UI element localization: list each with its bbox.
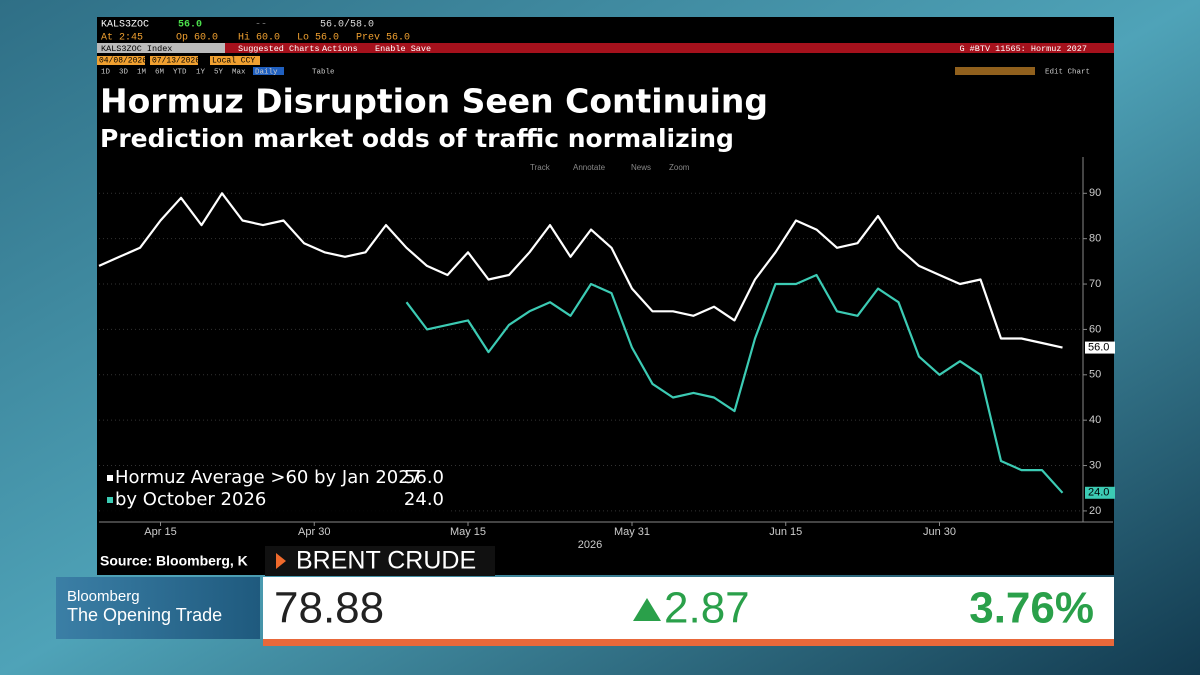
period-box [253, 67, 284, 75]
network: Bloomberg [67, 588, 140, 605]
menu-item: Enable Save [375, 44, 431, 54]
period: Max [232, 68, 246, 76]
legend-swatch [107, 497, 113, 503]
x-axis-label: 2026 [578, 539, 602, 551]
source: Source: Bloomberg, K [100, 553, 248, 569]
quote-underline [263, 639, 1114, 646]
series-line [98, 192, 1063, 349]
chart-id: G #BTV 11565: Hormuz 2027 [959, 44, 1087, 54]
period: Daily [255, 68, 278, 76]
last-value-tag [1085, 486, 1115, 499]
y-tick-label: 90 [1089, 187, 1101, 199]
quote-bar [263, 577, 1114, 639]
ticker: KALS3ZOC [101, 20, 149, 31]
y-tick-label: 50 [1089, 369, 1101, 381]
security: KALS3ZOC Index [101, 44, 172, 54]
end-date: 07/13/2026 [152, 57, 200, 66]
change: 2.87 [664, 584, 750, 633]
y-tick-label: 20 [1089, 505, 1101, 517]
tool: Zoom [669, 163, 690, 172]
chart-title: Hormuz Disruption Seen Continuing [100, 82, 768, 121]
legend-value: 56.0 [404, 467, 444, 488]
date-box [97, 56, 145, 65]
period: YTD [173, 68, 187, 76]
series-line [405, 273, 1064, 494]
high: Hi 60.0 [238, 32, 280, 44]
bid-ask: 56.0/58.0 [320, 19, 374, 31]
prev: Prev 56.0 [356, 33, 410, 44]
x-tick-label: Jun 30 [923, 526, 956, 538]
tool: Track [530, 163, 551, 172]
menu-bar [97, 43, 1114, 53]
period: 1M [137, 68, 147, 76]
tool: Annotate [573, 163, 606, 172]
price: 78.88 [274, 584, 384, 633]
date-box [150, 56, 198, 65]
legend-value: 24.0 [404, 489, 444, 510]
time: At 2:45 [101, 33, 143, 44]
field-box [955, 67, 1035, 75]
period: 5Y [214, 68, 224, 76]
y-tick-label: 80 [1089, 233, 1101, 245]
last-value-tag [1085, 341, 1115, 354]
currency: Local CCY [212, 57, 255, 66]
y-tick-label: 60 [1089, 323, 1101, 335]
y-tick-label: 30 [1089, 459, 1101, 471]
up-arrow [633, 598, 661, 621]
change-pct: 3.76% [969, 584, 1094, 633]
program: The Opening Trade [67, 605, 222, 625]
last-value-label: 56.0 [1088, 341, 1109, 353]
start-date: 04/08/2026 [99, 57, 147, 66]
table: Table [312, 68, 335, 76]
legend-box [101, 466, 449, 514]
period: 1D [101, 68, 111, 76]
period: 6M [155, 68, 165, 76]
show-box [56, 577, 260, 639]
instrument-tag [265, 546, 495, 576]
last: 56.0 [178, 20, 202, 31]
y-tick-label: 70 [1089, 278, 1101, 290]
low: Lo 56.0 [297, 33, 339, 44]
y-tick-label: 40 [1089, 414, 1101, 426]
x-tick-label: Apr 30 [298, 526, 330, 538]
terminal-header: KALS3ZOC 56.0 -- 56.0/58.0 At 2:45 Op 60… [97, 19, 1114, 76]
menu-item: Actions [322, 44, 358, 54]
tag-arrow [276, 553, 286, 569]
legend-label: by October 2026 [115, 489, 266, 510]
tool: News [631, 163, 651, 172]
legend-label: Hormuz Average >60 by Jan 2027 [115, 467, 421, 488]
open: Op 60.0 [176, 33, 218, 44]
last-value-label: 24.0 [1088, 487, 1109, 499]
chart-tools: Track Annotate News Zoom [530, 163, 690, 172]
period: 3D [119, 68, 129, 76]
security-box [97, 43, 225, 53]
menu-item: Suggested Charts [238, 44, 320, 54]
x-tick-label: Apr 15 [144, 526, 176, 538]
plot: 20 30 40 50 60 70 80 90 Apr 15 Apr 30 May 15 May 31… [98, 157, 1115, 538]
legend-swatch [107, 475, 113, 481]
ccy-box [210, 56, 260, 65]
chart-subtitle: Prediction market odds of traffic normal… [100, 124, 734, 153]
instrument: BRENT CRUDE [296, 547, 476, 575]
x-tick-label: May 31 [614, 526, 650, 538]
x-tick-label: Jun 15 [769, 526, 802, 538]
x-tick-label: May 15 [450, 526, 486, 538]
edit-chart: Edit Chart [1045, 68, 1090, 76]
dash: -- [255, 20, 267, 31]
period: 1Y [196, 68, 206, 76]
period-buttons: 1D 3D 1M 6M YTD 1Y 5Y Max Daily [101, 67, 284, 76]
